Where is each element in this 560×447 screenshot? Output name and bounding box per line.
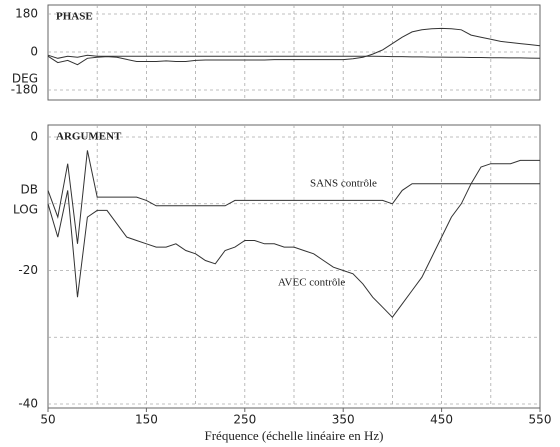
y-tick-label: -20 bbox=[18, 263, 38, 277]
x-tick-label: 250 bbox=[233, 413, 256, 427]
data-line bbox=[47, 159, 540, 318]
y-axis-label: DB bbox=[21, 183, 38, 197]
y-axis-label: DEG bbox=[12, 72, 38, 86]
x-tick-label: 550 bbox=[529, 413, 552, 427]
y-tick-label: -40 bbox=[18, 397, 38, 411]
x-tick-label: 450 bbox=[430, 413, 453, 427]
x-tick-label: 50 bbox=[40, 413, 55, 427]
data-line bbox=[47, 150, 540, 244]
x-tick-label: 350 bbox=[332, 413, 355, 427]
y-tick-label: 0 bbox=[30, 45, 38, 59]
y-tick-label: -180 bbox=[11, 83, 38, 97]
series-label: SANS contrôle bbox=[310, 178, 377, 190]
x-axis-label: Fréquence (échelle linéaire en Hz) bbox=[204, 428, 383, 443]
chart-title: ARGUMENT bbox=[56, 131, 122, 143]
y-axis-label: LOG bbox=[13, 203, 38, 217]
series-label: AVEC contrôle bbox=[278, 277, 345, 289]
x-tick-label: 150 bbox=[135, 413, 158, 427]
y-tick-label: 180 bbox=[15, 7, 38, 21]
chart-title: PHASE bbox=[56, 11, 93, 23]
y-tick-label: 0 bbox=[30, 130, 38, 144]
data-line bbox=[47, 27, 541, 66]
data-line bbox=[47, 54, 541, 59]
